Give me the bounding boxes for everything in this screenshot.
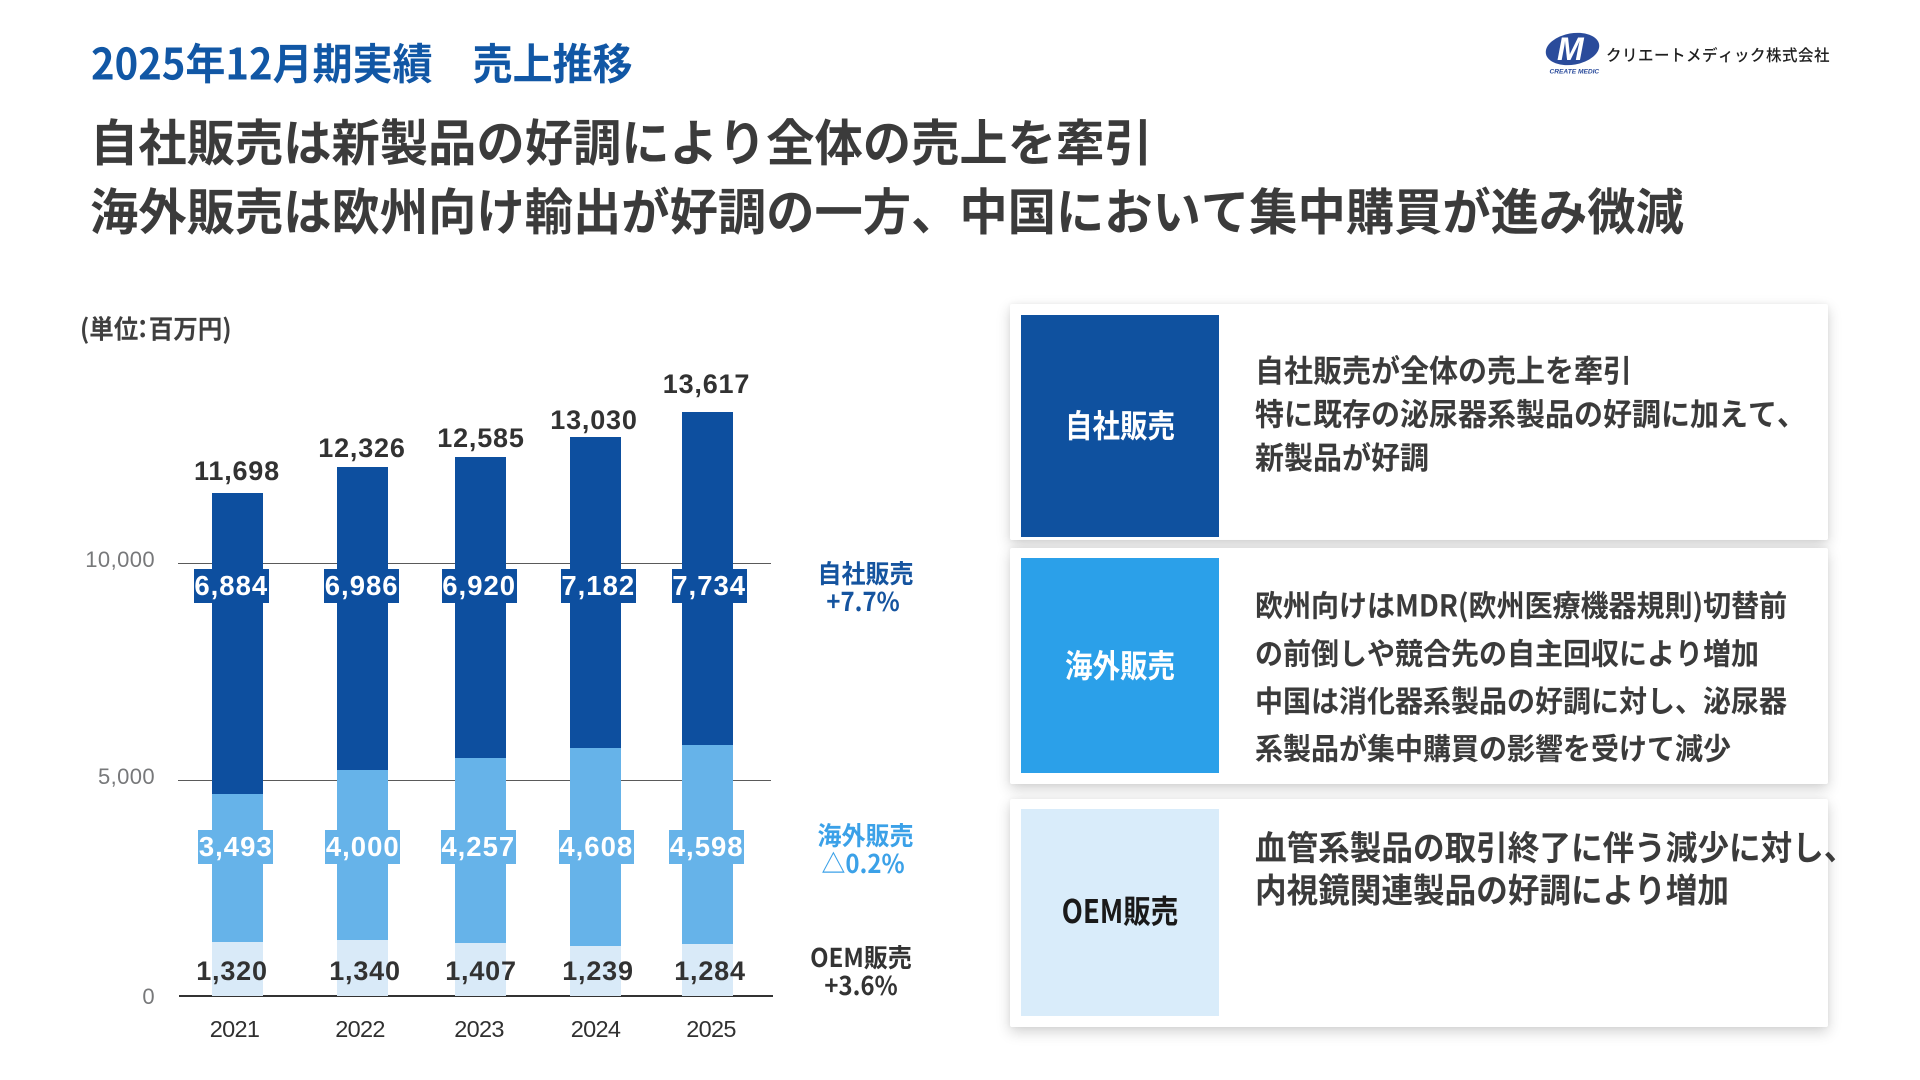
svg-text:CREATE MEDIC: CREATE MEDIC	[1550, 69, 1600, 76]
svg-text:M: M	[1557, 31, 1585, 67]
